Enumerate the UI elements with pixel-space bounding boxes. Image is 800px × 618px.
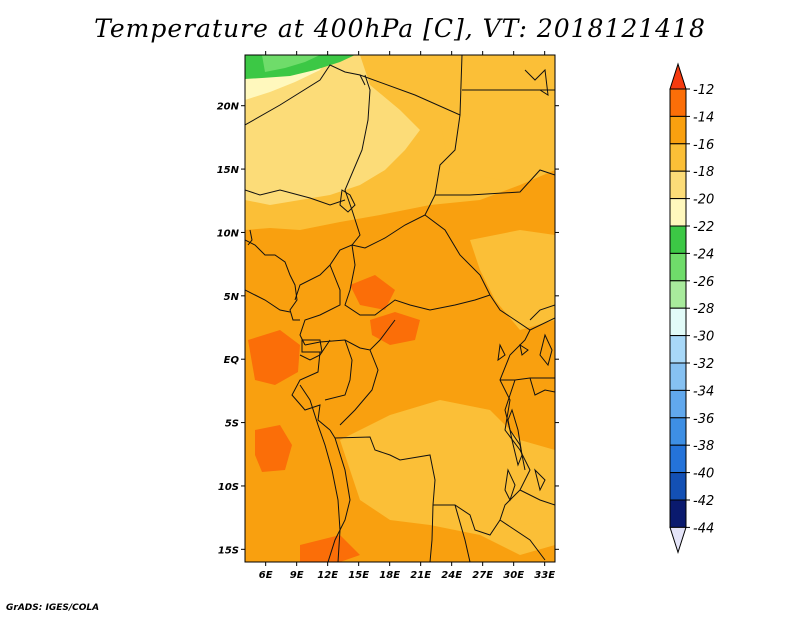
field-patch-warm-5	[300, 535, 360, 562]
latitude-axis: 20N 15N 10N 5N EQ 5S 10S 15S	[217, 102, 559, 556]
lon-tick-label: 18E	[379, 570, 400, 581]
colorbar-segment	[669, 499, 687, 528]
lat-tick-label: 15N	[217, 165, 240, 176]
country-borders	[245, 55, 555, 562]
lon-tick-label: 27E	[472, 570, 493, 581]
lat-tick-label: 5S	[225, 419, 239, 430]
colorbar-segment	[669, 225, 687, 254]
colorbar-segment	[669, 472, 687, 501]
chart-title: Temperature at 400hPa [C], VT: 201812141…	[94, 14, 706, 43]
colorbar-label: -26	[693, 275, 714, 290]
lat-tick-label: 20N	[217, 102, 240, 113]
colorbar-label: -30	[693, 330, 714, 345]
colorbar: -12 -14 -16 -18 -20 -22 -24 -26 -28 -30 -32 -34 -36 -…	[669, 62, 714, 555]
colorbar-segment	[669, 252, 687, 282]
colorbar-label: -18	[693, 165, 714, 180]
colorbar-label: -14	[693, 110, 714, 125]
colorbar-top-arrow	[669, 62, 687, 90]
lat-tick-label: 10N	[217, 228, 240, 239]
lon-tick-label: 9E	[290, 570, 304, 581]
colorbar-segment	[669, 362, 687, 391]
field-patch-warm-1	[248, 330, 300, 385]
colorbar-bottom-arrow	[669, 526, 687, 555]
field-patch-south-2	[500, 470, 555, 525]
lon-tick-label: 33E	[534, 570, 555, 581]
field-patch-warm-2	[255, 425, 292, 472]
field-patch-warm-3	[350, 275, 395, 310]
colorbar-segment	[669, 88, 687, 117]
lon-tick-label: 21E	[410, 570, 431, 581]
lat-tick-label: 15S	[218, 545, 239, 556]
colorbar-segment	[669, 170, 687, 200]
colorbar-label: -12	[693, 83, 714, 98]
colorbar-segment	[669, 307, 687, 337]
lat-tick-label: 5N	[224, 292, 240, 303]
field-patch-east-2	[440, 95, 555, 180]
colorbar-label: -16	[693, 138, 714, 153]
field-band-22-north	[262, 55, 320, 72]
colorbar-segment	[669, 335, 687, 364]
lon-tick-label: 6E	[259, 570, 273, 581]
colorbar-segment	[669, 417, 687, 446]
field-patch-east-1	[470, 230, 555, 330]
lat-tick-label: EQ	[224, 355, 240, 366]
lon-tick-label: 12E	[317, 570, 338, 581]
colorbar-segment	[669, 444, 687, 474]
colorbar-label: -40	[693, 467, 714, 482]
colorbar-label: -24	[693, 247, 714, 262]
colorbar-label: -28	[693, 302, 714, 317]
longitude-axis: 6E 9E 12E 15E 18E 21E 24E 27E 30E 33E	[259, 51, 555, 581]
field-band-18-north	[245, 55, 420, 205]
lon-tick-label: 15E	[348, 570, 369, 581]
colorbar-segment	[669, 115, 687, 145]
colorbar-segment	[669, 389, 687, 419]
colorbar-label: -42	[693, 494, 714, 509]
colorbar-label: -32	[693, 357, 714, 372]
map-frame	[244, 54, 556, 563]
colorbar-label: -34	[693, 384, 714, 399]
colorbar-label: -20	[693, 193, 714, 208]
lon-tick-label: 24E	[441, 570, 462, 581]
colorbar-label: -36	[693, 412, 714, 427]
lon-tick-label: 30E	[503, 570, 524, 581]
colorbar-segment	[669, 198, 687, 227]
colorbar-label: -22	[693, 220, 714, 235]
colorbar-segment	[669, 280, 687, 309]
temperature-field	[245, 55, 555, 562]
grads-credit: GrADS: IGES/COLA	[6, 603, 100, 613]
colorbar-label: -38	[693, 439, 714, 454]
colorbar-label: -44	[693, 521, 714, 536]
lat-tick-label: 10S	[218, 482, 239, 493]
colorbar-segment	[669, 143, 687, 172]
